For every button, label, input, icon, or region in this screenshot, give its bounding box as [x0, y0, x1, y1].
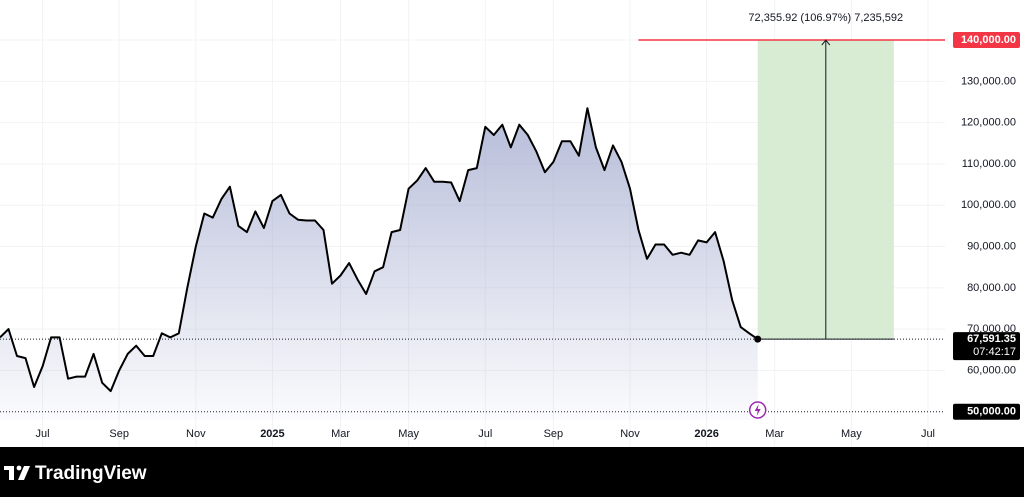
y-tick-label: 140,000.00 — [961, 34, 1016, 46]
logo — [4, 465, 30, 480]
y-tick-label: 50,000.00 — [967, 406, 1016, 418]
plot: 72,355.92 (106.97%) 7,235,592 — [0, 12, 945, 420]
axis: Jul Sep Nov 2025 Mar May Jul Sep Nov 2026 Mar May Ju… — [36, 32, 1020, 440]
y-tick-label: 100,000.00 — [961, 199, 1016, 211]
y-tick-label: 130,000.00 — [961, 75, 1016, 87]
y-tick-label: 60,000.00 — [967, 364, 1016, 376]
y-tick-label: 110,000.00 — [962, 158, 1016, 170]
x-tick-label: Mar — [765, 428, 784, 440]
event-bolt — [754, 404, 761, 416]
area — [0, 108, 758, 420]
last-price-label: 67,591.35 — [967, 333, 1016, 345]
arrow-head — [821, 39, 831, 46]
y-tick-label: 90,000.00 — [967, 240, 1016, 252]
countdown: 07:42:17 — [973, 346, 1016, 358]
last-price-box — [953, 332, 1020, 361]
last-point — [754, 335, 762, 343]
x-tick-label: Jul — [478, 428, 492, 440]
price-line — [0, 107, 759, 393]
x-tick-label: Sep — [109, 428, 129, 440]
x-tick-label: Sep — [544, 428, 564, 440]
measure-text: 72,355.92 (106.97%) 7,235,592 — [748, 12, 903, 24]
brand: TradingView — [35, 463, 147, 484]
x-tick-label: Jul — [36, 428, 50, 440]
x-tick-label: Nov — [620, 428, 640, 440]
y-tick-label: 70,000.00 — [967, 323, 1016, 335]
x-tick-label: Jul — [921, 428, 935, 440]
x-tick-label: 2025 — [260, 428, 284, 440]
x-tick-label: May — [398, 428, 419, 440]
y-tick-label: 80,000.00 — [967, 282, 1016, 294]
price-box — [953, 403, 1020, 420]
x-tick-label: Mar — [331, 428, 350, 440]
x-tick-label: Nov — [186, 428, 206, 440]
footer — [0, 447, 1024, 497]
x-tick-label: 2026 — [694, 428, 718, 440]
price-box — [953, 32, 1020, 49]
x-tick-label: May — [841, 428, 862, 440]
y-tick-label: 120,000.00 — [961, 117, 1016, 129]
